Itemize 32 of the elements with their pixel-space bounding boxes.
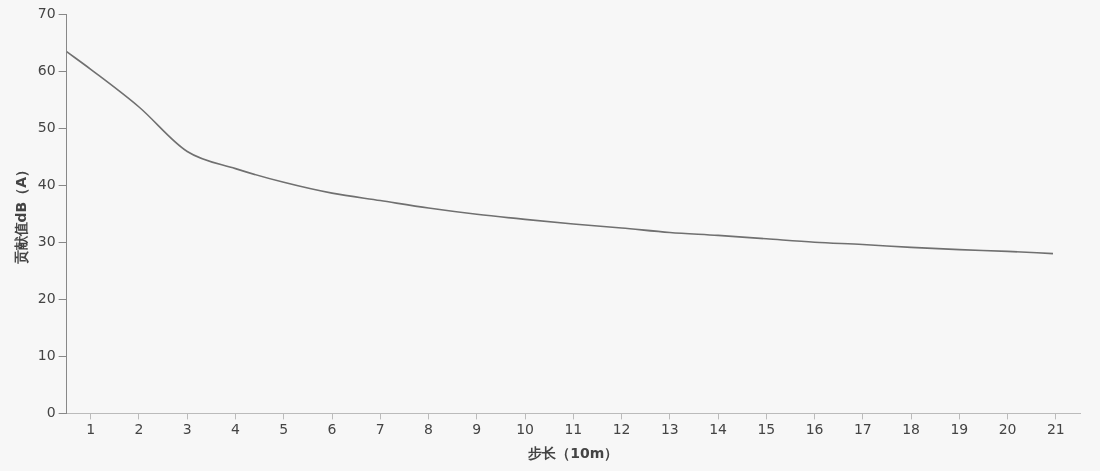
x-tick-label: 5 <box>279 421 289 438</box>
y-tick-label: 70 <box>37 4 56 21</box>
x-tick-label: 3 <box>182 421 192 438</box>
x-tick-label: 6 <box>327 421 337 438</box>
y-tick-label: 50 <box>37 118 56 135</box>
x-tick-label: 18 <box>902 421 921 438</box>
y-tick-label: 10 <box>37 346 56 363</box>
x-axis-title: 步长（10m） <box>527 445 619 462</box>
y-tick-label: 0 <box>46 404 56 421</box>
x-tick-label: 7 <box>375 421 385 438</box>
x-tick-label: 20 <box>998 421 1017 438</box>
x-tick-label: 17 <box>853 421 872 438</box>
y-tick-label: 40 <box>37 175 56 192</box>
y-tick-label: 20 <box>37 289 56 306</box>
x-tick-label: 1 <box>86 421 96 438</box>
x-tick-label: 12 <box>612 421 631 438</box>
x-tick-label: 11 <box>564 421 583 438</box>
x-tick-label: 4 <box>231 421 241 438</box>
x-tick-label: 10 <box>516 421 534 438</box>
x-tick-label: 15 <box>757 421 776 438</box>
x-tick-label: 9 <box>472 421 482 438</box>
y-axis-title: 贡献值dB（A） <box>13 162 30 265</box>
line-series <box>66 50 1054 255</box>
x-tick-label: 13 <box>660 421 679 438</box>
x-tick-label: 14 <box>709 421 728 438</box>
x-tick-label: 8 <box>424 421 433 438</box>
x-tick-label: 21 <box>1046 421 1065 438</box>
x-tick-label: 19 <box>950 421 969 438</box>
y-tick-label: 60 <box>37 61 56 78</box>
x-tick-label: 16 <box>805 421 824 438</box>
x-tick-label: 2 <box>134 421 144 438</box>
y-tick-label: 30 <box>37 232 56 249</box>
